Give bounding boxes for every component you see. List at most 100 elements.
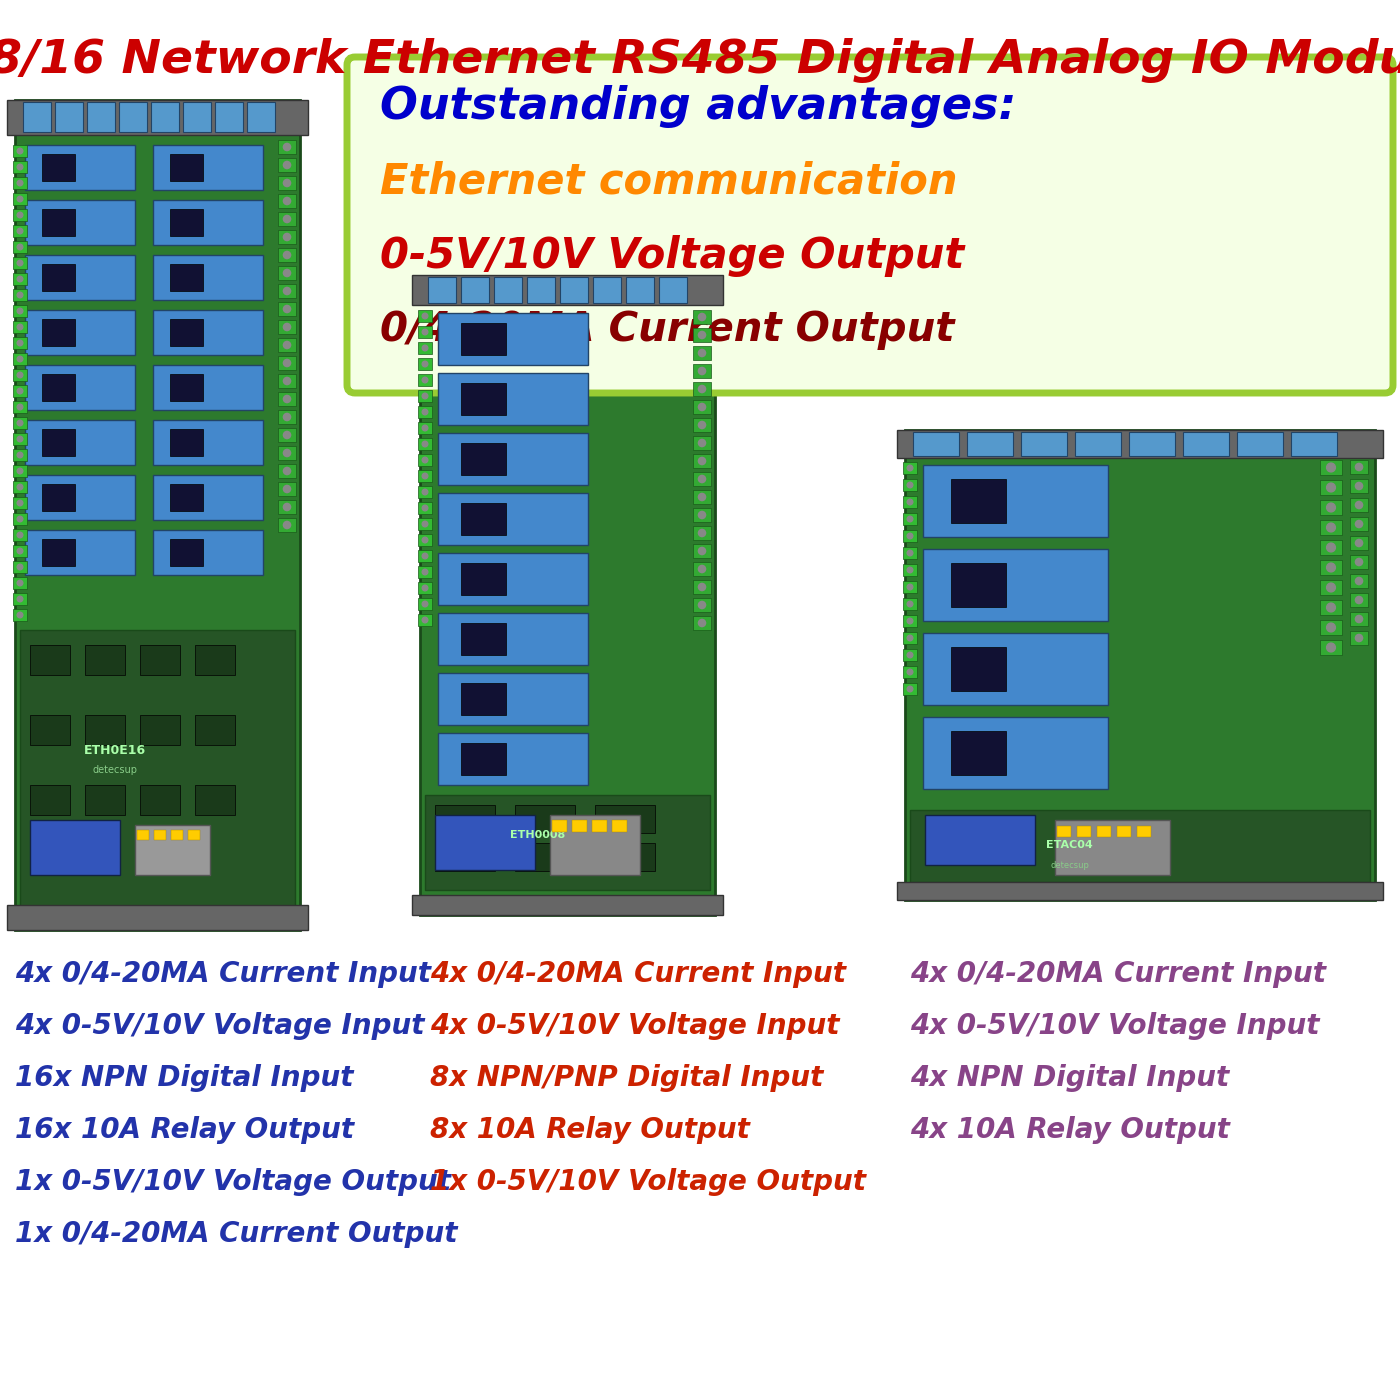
Text: detecsup: detecsup (92, 764, 137, 776)
Bar (419, 503, 433, 514)
Text: Ethernet communication: Ethernet communication (379, 160, 958, 202)
Bar (693, 472, 711, 486)
Bar (951, 731, 1007, 774)
Bar (419, 470, 433, 482)
Bar (897, 882, 1383, 900)
Bar (13, 337, 27, 349)
Circle shape (699, 476, 706, 483)
Bar (419, 518, 433, 531)
Bar (13, 449, 27, 461)
Bar (560, 277, 588, 302)
Bar (438, 314, 588, 365)
Bar (1350, 517, 1368, 531)
Circle shape (283, 395, 291, 403)
Bar (1117, 826, 1131, 837)
Bar (1320, 461, 1343, 475)
Text: detecsup: detecsup (1050, 861, 1089, 869)
Bar (1350, 479, 1368, 493)
Bar (923, 549, 1107, 622)
Circle shape (17, 148, 22, 154)
Bar (279, 447, 295, 461)
Bar (195, 785, 235, 815)
Bar (1320, 620, 1343, 636)
Bar (153, 365, 263, 410)
Bar (693, 346, 711, 360)
Circle shape (17, 405, 22, 410)
Bar (1320, 560, 1343, 575)
Bar (419, 358, 433, 370)
Text: ETH0E16: ETH0E16 (84, 743, 146, 756)
Bar (1350, 498, 1368, 512)
Bar (279, 266, 295, 280)
Circle shape (17, 420, 22, 426)
Circle shape (907, 584, 913, 589)
Circle shape (423, 553, 428, 559)
Bar (1320, 500, 1343, 515)
Bar (85, 645, 125, 675)
Bar (552, 820, 567, 832)
Text: 8x 10A Relay Output: 8x 10A Relay Output (430, 1116, 750, 1144)
Circle shape (17, 549, 22, 554)
Bar (279, 482, 295, 496)
Bar (169, 265, 203, 291)
Circle shape (699, 314, 706, 321)
Circle shape (17, 452, 22, 458)
Bar (461, 563, 505, 595)
Bar (153, 255, 263, 300)
Circle shape (1355, 559, 1362, 566)
Bar (153, 146, 263, 190)
Circle shape (1327, 563, 1336, 571)
Bar (1183, 433, 1229, 456)
Text: Outstanding advantages:: Outstanding advantages: (379, 85, 1016, 127)
Bar (967, 433, 1014, 456)
Bar (1350, 574, 1368, 588)
Bar (13, 370, 27, 381)
Circle shape (1355, 577, 1362, 585)
Bar (25, 365, 134, 410)
Circle shape (423, 314, 428, 319)
Bar (42, 209, 74, 237)
Bar (693, 545, 711, 559)
Circle shape (17, 437, 22, 442)
Bar (140, 785, 181, 815)
Bar (1075, 433, 1121, 456)
Circle shape (907, 517, 913, 522)
Circle shape (1327, 582, 1336, 592)
Circle shape (699, 529, 706, 536)
Bar (461, 384, 505, 414)
Bar (55, 102, 83, 132)
Circle shape (423, 601, 428, 606)
Bar (1350, 461, 1368, 475)
Circle shape (423, 426, 428, 431)
Bar (25, 255, 134, 300)
Circle shape (423, 393, 428, 399)
Circle shape (699, 566, 706, 573)
Text: ETAC04: ETAC04 (1046, 840, 1093, 850)
Bar (25, 200, 134, 245)
Circle shape (283, 197, 291, 204)
Circle shape (17, 260, 22, 266)
Bar (923, 465, 1107, 538)
Bar (910, 811, 1371, 882)
Circle shape (423, 329, 428, 335)
Circle shape (283, 161, 291, 168)
Bar (42, 154, 74, 181)
Bar (279, 356, 295, 370)
Bar (515, 805, 575, 833)
Circle shape (907, 482, 913, 487)
Circle shape (423, 617, 428, 623)
Bar (13, 321, 27, 333)
Bar (29, 715, 70, 745)
Bar (279, 428, 295, 442)
Bar (246, 102, 274, 132)
Text: 1x 0-5V/10V Voltage Output: 1x 0-5V/10V Voltage Output (15, 1168, 451, 1196)
Bar (595, 805, 655, 833)
Bar (29, 645, 70, 675)
Bar (1021, 433, 1067, 456)
Bar (903, 631, 917, 644)
Text: 4x 0-5V/10V Voltage Input: 4x 0-5V/10V Voltage Input (910, 1012, 1319, 1040)
Bar (428, 277, 456, 302)
Bar (85, 715, 125, 745)
Bar (1320, 640, 1343, 655)
Circle shape (283, 342, 291, 349)
